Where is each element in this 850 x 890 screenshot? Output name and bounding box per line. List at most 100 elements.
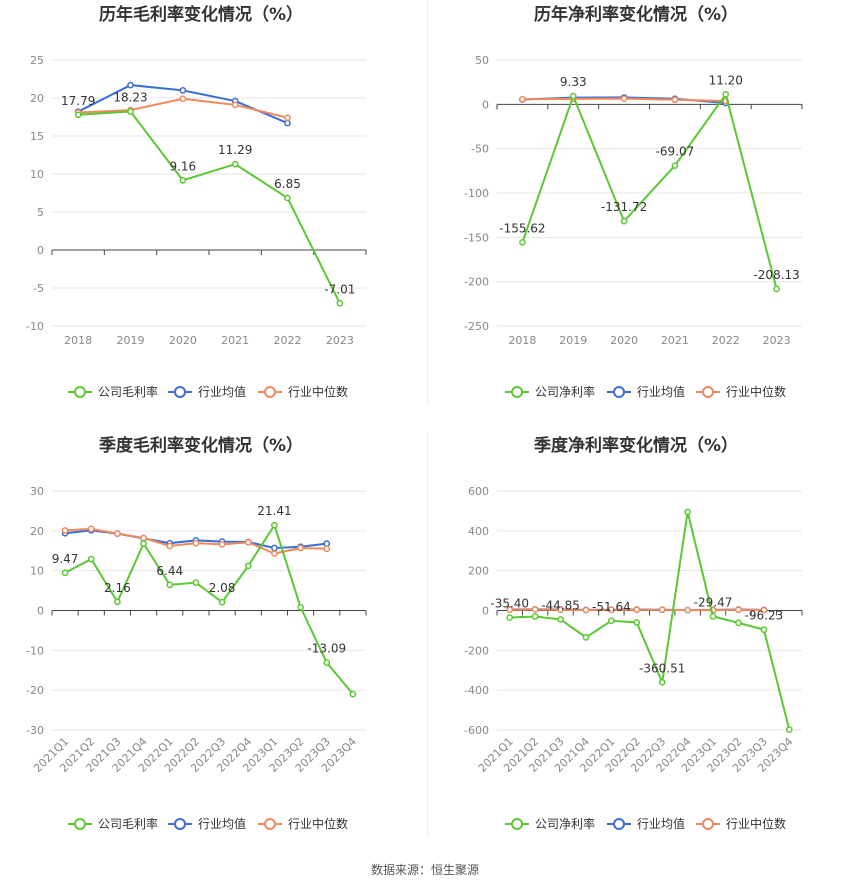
data-point: [284, 119, 291, 127]
circle-line-icon: [511, 386, 523, 398]
data-point: [179, 177, 187, 184]
data-label: -69.07: [656, 145, 695, 159]
data-label: 9.33: [560, 75, 587, 89]
data-point: [192, 579, 200, 586]
x-tick-label: 2023: [763, 334, 791, 347]
data-point: [557, 606, 564, 614]
data-point: [620, 217, 628, 225]
data-point: [323, 545, 331, 553]
chart-title: 历年毛利率变化情况（%）: [99, 4, 303, 25]
x-tick-label: 2020: [169, 334, 197, 347]
circle-line-icon: [613, 818, 625, 830]
data-point: [74, 111, 82, 119]
x-tick-label: 2021: [221, 334, 249, 347]
data-point: [519, 95, 526, 103]
circle-line-icon: [74, 386, 86, 398]
chart-panel-2: 历年净利率变化情况（%） 50 0 -50 -100 -150 -200 -250 2018 20…: [464, 4, 803, 399]
data-point: [87, 555, 95, 563]
y-tick-label: 30: [30, 485, 44, 498]
data-point: [557, 616, 564, 623]
data-label: 2.08: [209, 581, 236, 595]
data-point: [608, 606, 615, 614]
data-point: [735, 606, 742, 614]
x-tick-label: 2020: [610, 334, 638, 347]
data-point: [709, 613, 717, 620]
legend-label: 行业中位数: [726, 384, 786, 399]
data-point: [166, 542, 174, 550]
x-tick-label: 2018: [64, 334, 92, 347]
y-tick-label: 400: [468, 525, 489, 538]
data-point: [671, 162, 679, 169]
data-point: [231, 101, 239, 109]
x-tick-label: 2023: [326, 334, 354, 347]
legend-item: 行业中位数: [258, 816, 348, 831]
legend-label: 行业均值: [198, 816, 246, 831]
data-label: -360.51: [639, 661, 685, 675]
data-point: [760, 606, 768, 614]
data-point: [61, 569, 69, 577]
y-tick-label: 10: [30, 565, 44, 578]
y-tick-label: 20: [30, 525, 44, 538]
legend-item: 行业中位数: [258, 384, 348, 399]
data-label: 18.23: [113, 90, 147, 104]
y-tick-label: -50: [471, 143, 489, 156]
legend-item: 公司净利率: [505, 384, 595, 399]
y-tick-label: -100: [464, 187, 489, 200]
data-point: [179, 87, 187, 94]
y-tick-label: -400: [464, 684, 489, 697]
circle-line-icon: [264, 386, 276, 398]
y-tick-label: -10: [26, 320, 44, 333]
data-label: -13.09: [307, 642, 346, 656]
data-label: -44.85: [541, 598, 580, 612]
y-tick-label: -600: [464, 724, 489, 737]
data-point: [582, 634, 590, 641]
y-tick-label: -150: [464, 231, 489, 244]
x-tick-label: 2018: [508, 334, 536, 347]
chart-panel-4: 季度净利率变化情况（%）6004002000-200-400-6002021Q1…: [464, 435, 803, 831]
y-tick-label: -200: [464, 644, 489, 657]
data-point: [166, 581, 174, 589]
data-point: [127, 81, 134, 89]
data-point: [323, 659, 331, 666]
data-point: [284, 194, 291, 202]
y-tick-label: -200: [464, 276, 489, 289]
circle-line-icon: [74, 818, 86, 830]
y-tick-label: 5: [37, 206, 44, 219]
data-point: [519, 238, 526, 246]
data-point: [658, 678, 666, 686]
chart-panel-1: 历年毛利率变化情况（%） 25 20 15 10 5 0 -5 -10 2018 2019 2020 2…: [26, 4, 367, 399]
data-point: [633, 619, 641, 626]
y-tick-label: 0: [482, 605, 489, 618]
data-point: [608, 617, 615, 625]
data-point: [506, 606, 514, 614]
data-point: [671, 96, 679, 104]
chart-title: 历年净利率变化情况（%）: [534, 4, 738, 25]
y-tick-label: 0: [482, 98, 489, 111]
circle-line-icon: [511, 818, 523, 830]
data-point: [192, 539, 200, 547]
legend-item: 行业均值: [168, 816, 246, 831]
y-tick-label: -5: [33, 282, 44, 295]
data-point: [179, 95, 187, 103]
y-tick-label: -30: [26, 724, 44, 737]
vertical-divider-bottom: [427, 432, 428, 837]
data-label: -155.62: [499, 221, 545, 235]
x-tick-label: 2021: [661, 334, 689, 347]
data-point: [218, 598, 226, 606]
series-line-1: [78, 110, 341, 304]
data-point: [684, 508, 691, 516]
data-point: [349, 690, 357, 698]
y-tick-label: 0: [37, 605, 44, 618]
y-tick-label: 600: [468, 485, 489, 498]
data-point: [61, 527, 69, 534]
y-tick-label: 25: [30, 54, 44, 67]
chart-title: 季度毛利率变化情况（%）: [99, 435, 303, 456]
chart-panel-3: 季度毛利率变化情况（%）3020100-10-20-302021Q12021Q2…: [26, 435, 367, 831]
series-line-1: [509, 511, 791, 730]
y-tick-label: 10: [30, 168, 44, 181]
data-point: [244, 562, 252, 570]
data-point: [114, 598, 121, 606]
series-line-1: [64, 522, 354, 695]
data-label: 6.44: [156, 564, 183, 578]
legend-item: 行业均值: [607, 816, 685, 831]
